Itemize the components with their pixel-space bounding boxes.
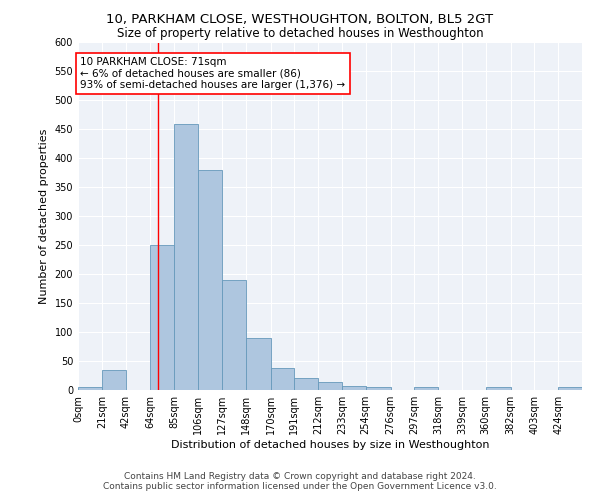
X-axis label: Distribution of detached houses by size in Westhoughton: Distribution of detached houses by size … [171, 440, 489, 450]
Bar [342, 386, 365, 390]
Text: 10 PARKHAM CLOSE: 71sqm
← 6% of detached houses are smaller (86)
93% of semi-det: 10 PARKHAM CLOSE: 71sqm ← 6% of detached… [80, 57, 346, 90]
Bar [102, 370, 125, 390]
Bar [415, 387, 438, 390]
Bar [245, 338, 271, 390]
Bar [318, 382, 342, 390]
Bar [222, 280, 245, 390]
Bar [174, 124, 198, 390]
Bar [365, 387, 391, 390]
Text: Contains HM Land Registry data © Crown copyright and database right 2024.
Contai: Contains HM Land Registry data © Crown c… [103, 472, 497, 491]
Y-axis label: Number of detached properties: Number of detached properties [39, 128, 49, 304]
Text: Size of property relative to detached houses in Westhoughton: Size of property relative to detached ho… [116, 28, 484, 40]
Bar [151, 245, 174, 390]
Bar [271, 368, 295, 390]
Bar [558, 387, 582, 390]
Text: 10, PARKHAM CLOSE, WESTHOUGHTON, BOLTON, BL5 2GT: 10, PARKHAM CLOSE, WESTHOUGHTON, BOLTON,… [106, 12, 494, 26]
Bar [486, 387, 511, 390]
Bar [295, 378, 318, 390]
Bar [198, 170, 222, 390]
Bar [78, 387, 102, 390]
